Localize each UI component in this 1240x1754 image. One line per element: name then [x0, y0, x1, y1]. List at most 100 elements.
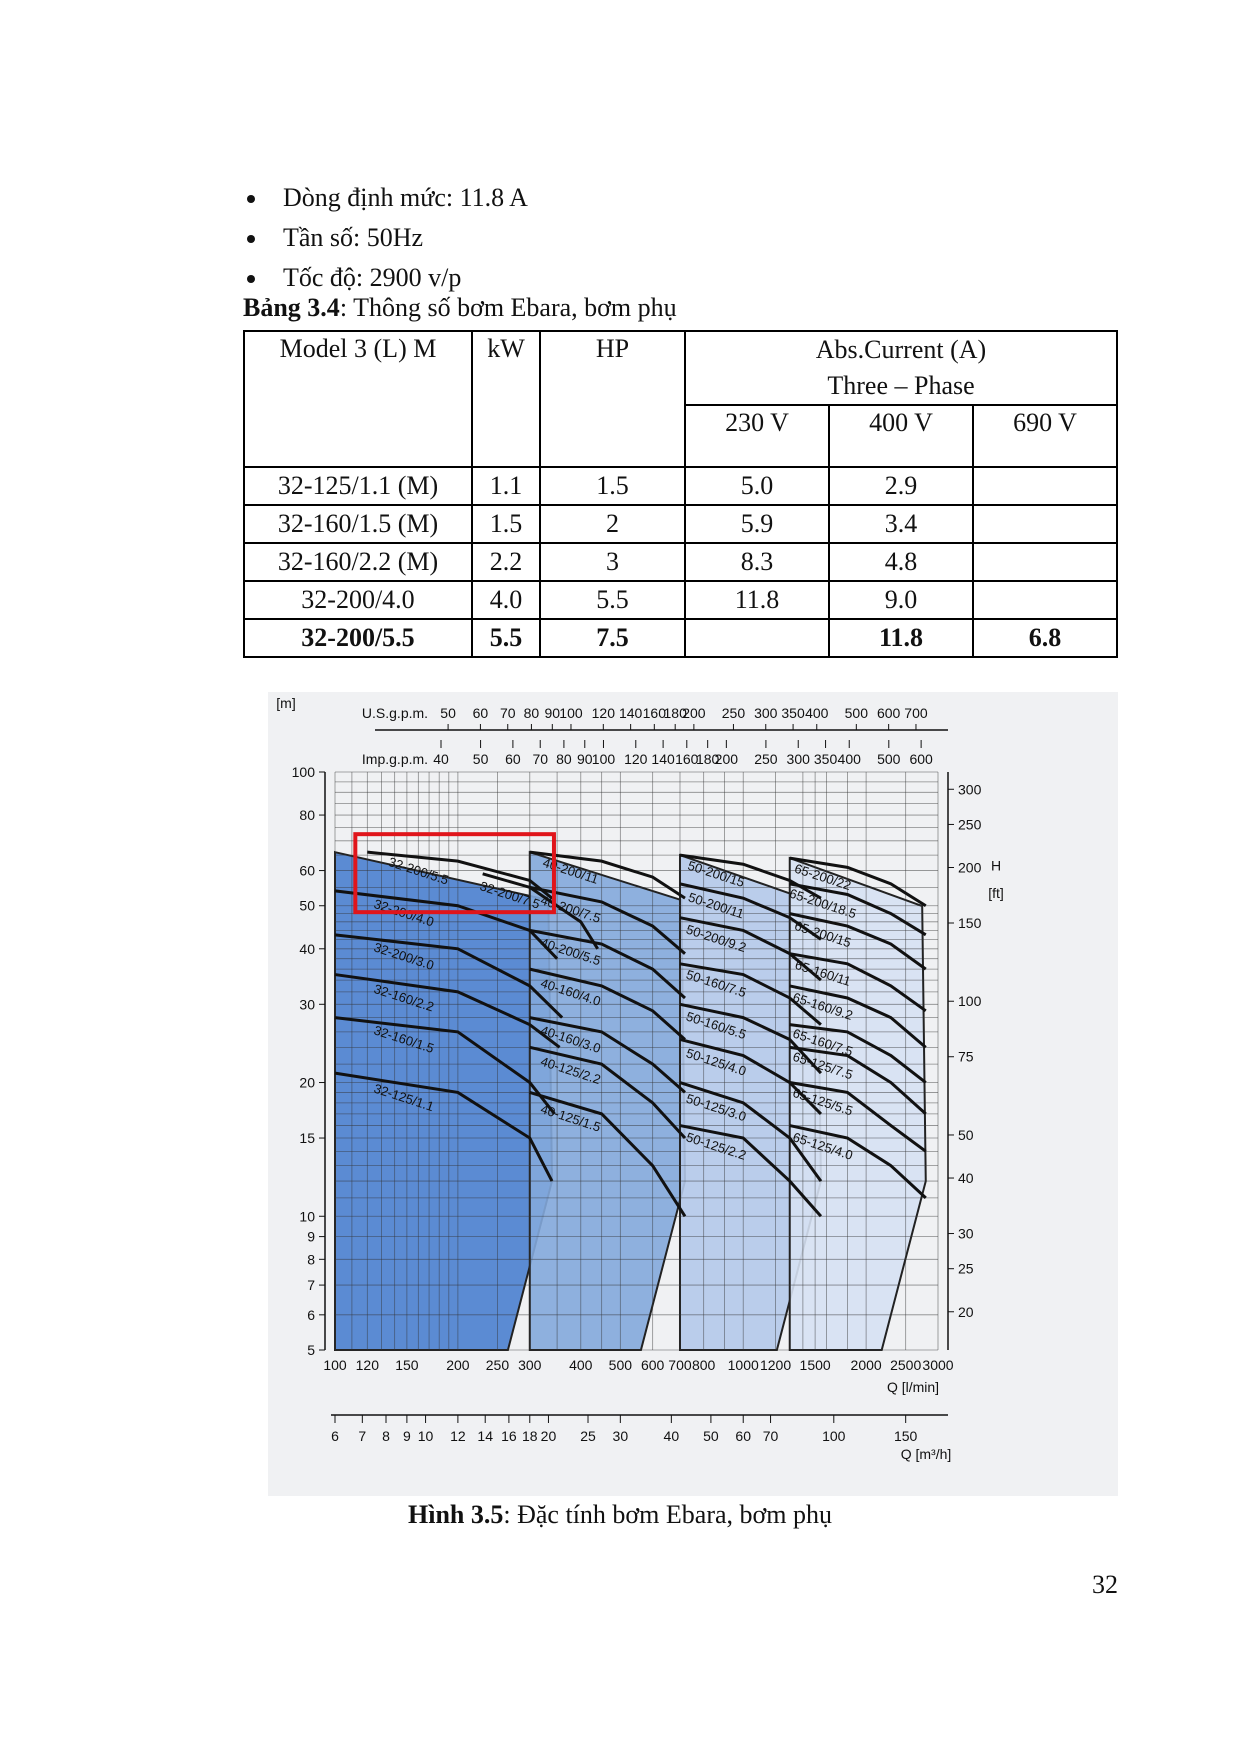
x-impgpm-tick-label: 400 — [838, 751, 862, 767]
y-left-tick-label: 8 — [307, 1251, 315, 1267]
pump-curve — [334, 933, 564, 1019]
figure-caption-text: : Đặc tính bơm Ebara, bơm phụ — [503, 1500, 832, 1529]
x-usgpm-tick-label: 100 — [559, 705, 583, 721]
cell-690v — [972, 466, 1118, 506]
table-row: 32-200/5.5 5.5 7.5 11.8 6.8 — [243, 618, 1118, 658]
cell-kw: 1.5 — [471, 504, 541, 544]
pump-curve — [789, 984, 927, 1049]
y-right-tick-label: 150 — [958, 915, 982, 931]
header-kw: kW — [471, 330, 541, 468]
pump-curve — [679, 916, 822, 982]
pump-group-region — [788, 856, 927, 1351]
pump-curve — [529, 967, 686, 1041]
y-right-tick-label: 20 — [958, 1304, 974, 1320]
bullet-dot-icon — [247, 235, 255, 243]
cell-kw: 2.2 — [471, 542, 541, 582]
x-impgpm-tick-label: 140 — [651, 751, 675, 767]
pump-curve — [334, 889, 559, 960]
y-left-tick-label: 100 — [292, 764, 316, 780]
pump-curve — [334, 1016, 556, 1115]
x-bottom-tick-label: 2000 — [851, 1357, 882, 1373]
cell-690v: 6.8 — [972, 618, 1118, 658]
cell-kw: 5.5 — [471, 618, 541, 658]
cell-230v — [684, 618, 830, 658]
x-usgpm-tick-label: 60 — [473, 705, 489, 721]
x-impgpm-tick-label: 60 — [505, 751, 521, 767]
x-bottom-tick-label: 2500 — [890, 1357, 921, 1373]
y-right-tick-label: 100 — [958, 993, 982, 1009]
pump-curve — [789, 952, 927, 1013]
x-m3h-tick-label: 150 — [894, 1428, 918, 1444]
y-left-tick-label: 60 — [299, 863, 315, 879]
x-bottom-tick-label: 120 — [356, 1357, 380, 1373]
y-left-tick-label: 15 — [299, 1130, 315, 1146]
x-bottom-tick-label: 700 — [668, 1357, 692, 1373]
x-usgpm-tick-label: 50 — [440, 705, 456, 721]
y-left-tick-label: 9 — [307, 1229, 315, 1245]
pump-curve — [789, 856, 927, 908]
cell-400v: 3.4 — [828, 504, 974, 544]
x-usgpm-tick-label: 80 — [524, 705, 540, 721]
x-bottom-tick-label: 200 — [446, 1357, 470, 1373]
cell-hp: 3 — [539, 542, 686, 582]
x-m3h-tick-label: 60 — [735, 1428, 751, 1444]
x-m3h-label: Q [m³/h] — [901, 1446, 952, 1462]
y-right-label: H — [991, 858, 1001, 874]
cell-230v: 8.3 — [684, 542, 830, 582]
cell-690v — [972, 580, 1118, 620]
table-row: 32-200/4.0 4.0 5.5 11.8 9.0 — [243, 580, 1118, 620]
cell-400v: 11.8 — [828, 618, 974, 658]
table-row: 32-125/1.1 (M) 1.1 1.5 5.0 2.9 — [243, 466, 1118, 506]
x-impgpm-tick-label: 250 — [754, 751, 778, 767]
pump-curve — [679, 1124, 823, 1218]
x-usgpm-tick-label: 140 — [619, 705, 643, 721]
x-bottom-tick-label: 150 — [395, 1357, 419, 1373]
pump-curve — [789, 1081, 927, 1153]
pump-curve — [679, 1038, 822, 1115]
x-bottom-tick-label: 400 — [569, 1357, 593, 1373]
bullet-item: Tần số: 50Hz — [243, 218, 1143, 258]
x-usgpm-tick-label: 90 — [545, 705, 561, 721]
x-m3h-tick-label: 70 — [763, 1428, 779, 1444]
y-right-tick-label: 30 — [958, 1226, 974, 1242]
x-bottom-tick-label: 500 — [609, 1357, 633, 1373]
cell-690v — [972, 504, 1118, 544]
y-left-tick-label: 7 — [307, 1277, 315, 1293]
y-right-tick-label: 250 — [958, 816, 982, 832]
pump-curve — [789, 882, 927, 937]
x-usgpm-tick-label: 200 — [682, 705, 706, 721]
x-impgpm-tick-label: 180 — [696, 751, 720, 767]
pump-curve — [334, 973, 561, 1049]
x-m3h-tick-label: 12 — [450, 1428, 466, 1444]
pump-curve — [679, 962, 822, 1026]
bullet-text: Dòng định mức: 11.8 A — [283, 183, 528, 212]
y-right-tick-label: 40 — [958, 1170, 974, 1186]
cell-model: 32-160/1.5 (M) — [243, 504, 473, 544]
cell-kw: 1.1 — [471, 466, 541, 506]
x-bottom-tick-label: 3000 — [922, 1357, 953, 1373]
x-m3h-tick-label: 10 — [418, 1428, 434, 1444]
x-bottom-tick-label: 1500 — [800, 1357, 831, 1373]
cell-690v — [972, 542, 1118, 582]
pump-curve — [529, 885, 686, 955]
cell-kw: 4.0 — [471, 580, 541, 620]
x-impgpm-label: Imp.g.p.m. — [362, 751, 428, 767]
x-usgpm-label: U.S.g.p.m. — [362, 705, 428, 721]
y-left-tick-label: 5 — [307, 1342, 315, 1358]
pump-curve — [529, 850, 686, 900]
y-right-tick-label: 25 — [958, 1261, 974, 1277]
table-caption-label: Bảng 3.4 — [243, 293, 340, 322]
cell-hp: 1.5 — [539, 466, 686, 506]
y-left-tick-label: 6 — [307, 1307, 315, 1323]
pump-curve — [679, 1002, 823, 1075]
header-model: Model 3 (L) M — [243, 330, 473, 468]
x-usgpm-tick-label: 120 — [592, 705, 616, 721]
x-bottom-tick-label: 1200 — [760, 1357, 791, 1373]
header-abs-current: Abs.Current (A) — [684, 330, 1118, 368]
x-impgpm-tick-label: 100 — [592, 751, 616, 767]
pump-curve — [789, 912, 927, 971]
bullet-list: Dòng định mức: 11.8 A Tần số: 50Hz Tốc đ… — [243, 178, 1143, 298]
x-m3h-tick-label: 20 — [541, 1428, 557, 1444]
x-m3h-tick-label: 30 — [613, 1428, 629, 1444]
x-usgpm-tick-label: 160 — [643, 705, 667, 721]
